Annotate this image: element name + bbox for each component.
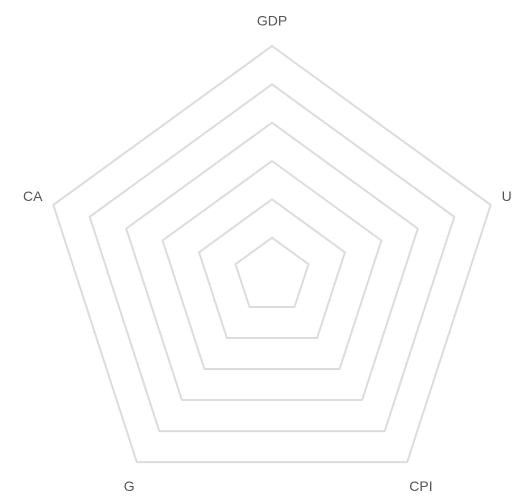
axis-label: G [124,478,135,494]
axis-label: CPI [409,478,432,494]
grid-ring [52,44,492,464]
axis-label: GDP [257,13,287,29]
axis-label: U [502,188,512,204]
grid-ring [197,198,347,339]
grid-ring [161,159,383,370]
grid-ring [234,236,310,308]
axis-label: CA [23,188,43,204]
grid-ring [125,121,419,401]
grid-ring [88,83,456,433]
